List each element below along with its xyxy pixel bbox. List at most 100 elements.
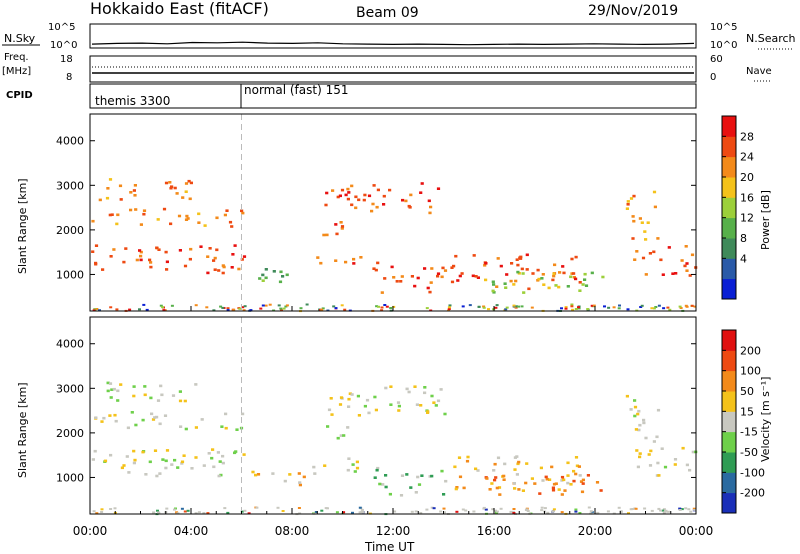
echo-cell — [132, 449, 136, 453]
echo-cell — [148, 258, 152, 262]
echo-cell — [407, 390, 411, 394]
echo-cell — [225, 209, 229, 212]
echo-cell — [141, 450, 145, 454]
echo-cell — [596, 511, 600, 514]
echo-cell — [495, 486, 499, 490]
echo-cell — [378, 482, 382, 486]
echo-cell — [574, 277, 578, 281]
echo-cell — [574, 508, 578, 511]
echo-cell — [163, 414, 168, 417]
echo-cell — [221, 306, 225, 309]
velocity-ylabel: Slant Range [km] — [16, 382, 29, 478]
echo-cell — [358, 511, 362, 514]
echo-cell — [441, 266, 445, 270]
echo-cell — [517, 305, 520, 308]
echo-cell — [161, 306, 165, 309]
echo-cell — [577, 307, 581, 310]
echo-cell — [165, 507, 169, 510]
echo-cell — [660, 447, 664, 450]
echo-cell — [339, 221, 343, 224]
echo-cell — [579, 480, 584, 483]
echo-cell — [483, 264, 487, 267]
echo-cell — [255, 506, 259, 509]
echo-cell — [410, 275, 414, 278]
echo-cell — [162, 207, 167, 211]
echo-cell — [495, 510, 499, 513]
echo-cell — [156, 218, 160, 221]
echo-cell — [627, 512, 630, 515]
echo-cell — [415, 403, 419, 406]
echo-cell — [109, 255, 113, 258]
echo-cell — [226, 307, 230, 310]
echo-cell — [218, 460, 222, 463]
echo-cell — [685, 262, 689, 265]
echo-cell — [423, 391, 427, 395]
echo-cell — [179, 425, 183, 428]
echo-cell — [375, 205, 379, 209]
echo-cell — [319, 261, 323, 265]
echo-cell — [181, 196, 185, 199]
echo-cell — [428, 290, 432, 294]
echo-cell — [646, 221, 650, 224]
echo-cell — [240, 258, 244, 261]
echo-cell — [521, 272, 525, 275]
echo-cell — [297, 472, 301, 475]
echo-cell — [347, 397, 351, 401]
echo-cell — [457, 456, 462, 459]
echo-cell — [184, 182, 189, 185]
echo-cell — [684, 304, 688, 307]
colorbar-label: 12 — [740, 212, 754, 225]
echo-cell — [562, 478, 566, 482]
xtick-label: 00:00 — [73, 524, 108, 538]
echo-cell — [152, 511, 156, 514]
echo-cell — [357, 414, 361, 417]
colorbar-label: -100 — [740, 466, 765, 479]
echo-cell — [685, 463, 689, 467]
echo-cell — [106, 381, 110, 385]
echo-cell — [458, 475, 463, 479]
echo-cell — [197, 212, 201, 216]
echo-cell — [350, 393, 354, 396]
echo-cell — [212, 259, 216, 262]
echo-cell — [526, 510, 530, 512]
echo-cell — [395, 280, 399, 283]
echo-cell — [668, 308, 672, 311]
echo-cell — [168, 181, 172, 184]
echo-cell — [247, 512, 251, 515]
echo-cell — [663, 465, 668, 469]
colorbar-label: -50 — [740, 446, 758, 459]
echo-cell — [383, 304, 387, 306]
colorbar-label: 50 — [740, 385, 754, 398]
echo-cell — [164, 459, 168, 463]
echo-cell — [110, 388, 114, 391]
echo-cell — [261, 273, 265, 277]
echo-cell — [360, 508, 364, 511]
echo-cell — [638, 455, 642, 459]
echo-cell — [240, 510, 244, 513]
echo-cell — [95, 512, 99, 515]
echo-cell — [272, 270, 276, 273]
echo-cell — [208, 247, 212, 250]
echo-cell — [264, 268, 268, 271]
echo-cell — [629, 197, 634, 200]
echo-cell — [242, 255, 247, 258]
echo-cell — [323, 464, 327, 467]
echo-cell — [358, 506, 362, 509]
echo-cell — [102, 416, 106, 420]
echo-cell — [339, 396, 344, 399]
echo-cell — [197, 511, 201, 514]
echo-cell — [551, 510, 555, 513]
echo-cell — [150, 412, 154, 416]
echo-cell — [344, 193, 348, 197]
echo-cell — [633, 399, 637, 402]
echo-cell — [649, 449, 653, 453]
freq-panel: Freq. [MHz] 18 8 60 0 Nave — [2, 52, 772, 83]
echo-cell — [98, 198, 102, 202]
echo-cell — [520, 267, 524, 271]
echo-cell — [516, 263, 520, 267]
echo-cell — [505, 273, 509, 276]
echo-cell — [520, 305, 524, 308]
colorbar-swatch — [722, 177, 736, 198]
echo-cell — [392, 305, 396, 308]
echo-cell — [176, 512, 180, 515]
